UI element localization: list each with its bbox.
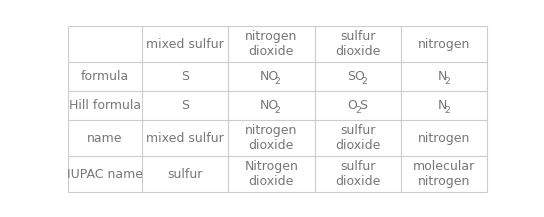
Text: nitrogen: nitrogen bbox=[418, 38, 471, 51]
Text: IUPAC name: IUPAC name bbox=[67, 168, 143, 181]
Text: Hill formula: Hill formula bbox=[69, 99, 141, 112]
Text: N: N bbox=[437, 99, 447, 112]
Text: 2: 2 bbox=[444, 106, 450, 115]
Text: 2: 2 bbox=[275, 77, 280, 86]
Text: 2: 2 bbox=[355, 106, 361, 115]
Text: NO: NO bbox=[259, 99, 279, 112]
Text: nitrogen
dioxide: nitrogen dioxide bbox=[245, 30, 298, 58]
Text: NO: NO bbox=[259, 70, 279, 83]
Text: 2: 2 bbox=[361, 77, 367, 86]
Text: sulfur
dioxide: sulfur dioxide bbox=[335, 124, 381, 152]
Text: S: S bbox=[181, 70, 189, 83]
Text: name: name bbox=[87, 132, 122, 145]
Text: N: N bbox=[437, 70, 447, 83]
Text: formula: formula bbox=[81, 70, 129, 83]
Text: S: S bbox=[181, 99, 189, 112]
Text: S: S bbox=[359, 99, 367, 112]
Text: mixed sulfur: mixed sulfur bbox=[146, 38, 224, 51]
Text: sulfur
dioxide: sulfur dioxide bbox=[335, 30, 381, 58]
Text: nitrogen: nitrogen bbox=[418, 132, 471, 145]
Text: sulfur
dioxide: sulfur dioxide bbox=[335, 160, 381, 188]
Text: 2: 2 bbox=[444, 77, 450, 86]
Text: O: O bbox=[348, 99, 357, 112]
Text: Nitrogen
dioxide: Nitrogen dioxide bbox=[244, 160, 298, 188]
Text: molecular
nitrogen: molecular nitrogen bbox=[413, 160, 475, 188]
Text: mixed sulfur: mixed sulfur bbox=[146, 132, 224, 145]
Text: nitrogen
dioxide: nitrogen dioxide bbox=[245, 124, 298, 152]
Text: 2: 2 bbox=[275, 106, 280, 115]
Text: SO: SO bbox=[347, 70, 364, 83]
Text: sulfur: sulfur bbox=[168, 168, 203, 181]
